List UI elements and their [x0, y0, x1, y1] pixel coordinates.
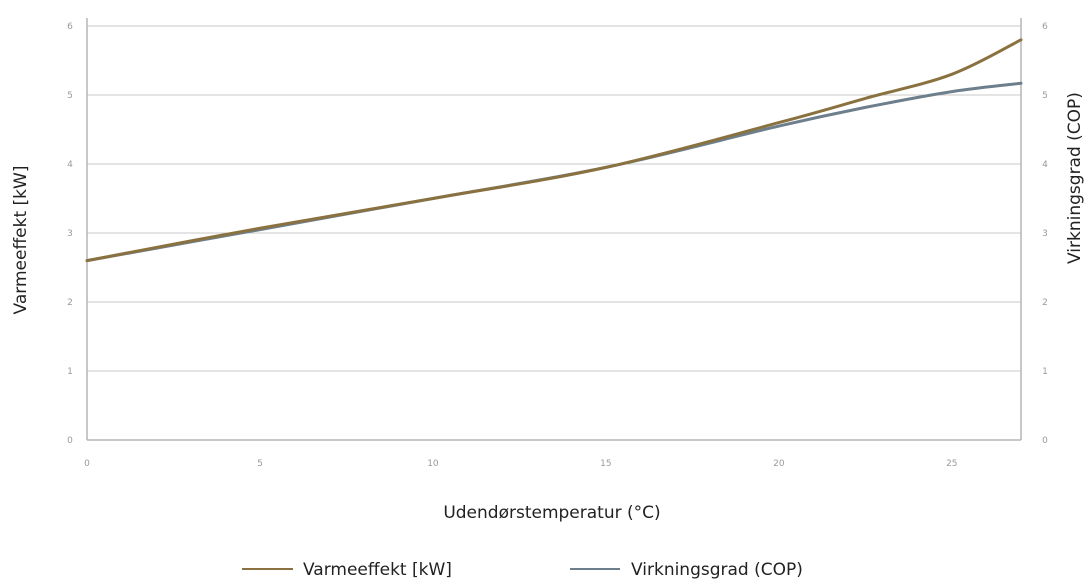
x-tick-label: 5: [257, 459, 263, 469]
x-tick-label: 10: [427, 459, 439, 469]
y-tick-label-right: 5: [1042, 91, 1048, 101]
y-tick-label-right: 2: [1042, 298, 1048, 308]
y-tick-label-left: 5: [67, 91, 73, 101]
y-tick-label-left: 2: [67, 298, 73, 308]
legend-label-varmeeffekt: Varmeeffekt [kW]: [303, 560, 452, 580]
legend-label-virkningsgrad: Virkningsgrad (COP): [631, 560, 803, 580]
y-tick-label-right: 3: [1042, 229, 1048, 239]
y-tick-label-right: 1: [1042, 367, 1048, 377]
y-tick-label-left: 4: [67, 160, 73, 170]
legend: Varmeeffekt [kW] Virkningsgrad (COP): [242, 560, 803, 580]
gridlines: [87, 25, 1021, 372]
y-tick-label-left: 3: [67, 229, 73, 239]
y-tick-label-left: 0: [67, 436, 73, 446]
y-tick-label-left: 1: [67, 367, 73, 377]
y-tick-label-right: 6: [1042, 22, 1048, 32]
tick-labels: 0 1 2 3 4 5 6 0 1 2 3 4 5 6 0 5 10 15 20 25: [67, 22, 1048, 469]
series-line-varmeeffekt: [85, 38, 1023, 263]
axes: [86, 18, 1022, 441]
y-tick-label-right: 0: [1042, 436, 1048, 446]
x-axis-title: Udendørstemperatur (°C): [443, 503, 660, 523]
x-tick-label: 15: [600, 459, 611, 469]
y-tick-label-right: 4: [1042, 160, 1048, 170]
x-tick-label: 25: [946, 459, 957, 469]
y-tick-label-left: 6: [67, 22, 73, 32]
y-axis-title-left: Varmeeffekt [kW]: [11, 166, 31, 315]
x-tick-label: 20: [773, 459, 785, 469]
x-tick-label: 0: [84, 459, 90, 469]
y-axis-title-right: Virkningsgrad (COP): [1065, 92, 1085, 264]
series-lines: [85, 38, 1023, 263]
